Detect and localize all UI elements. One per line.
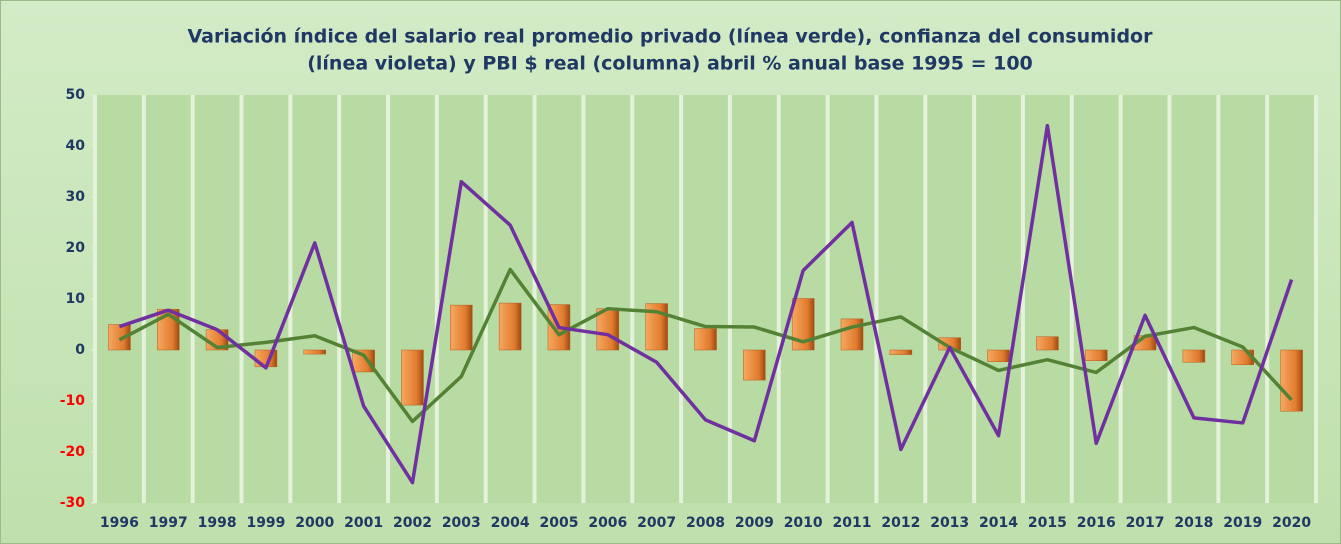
x-tick-label: 2005 [539, 515, 578, 531]
x-tick-label: 2000 [295, 515, 334, 531]
y-tick-label: 30 [66, 189, 86, 205]
bar [596, 308, 620, 351]
line [118, 267, 1293, 424]
bar [1280, 349, 1303, 412]
x-tick-label: 2006 [588, 515, 627, 531]
x-tick-label: 2015 [1028, 515, 1067, 531]
bar [1036, 336, 1059, 351]
x-tick-label: 2010 [784, 515, 823, 531]
bar [352, 349, 375, 373]
bar [743, 349, 766, 381]
y-tick-label: 40 [66, 138, 86, 154]
x-tick-label: 2017 [1126, 515, 1165, 531]
x-tick-label: 2019 [1223, 515, 1262, 531]
x-tick-label: 2003 [442, 515, 481, 531]
x-tick-label: 1996 [100, 515, 139, 531]
x-tick-label: 2011 [833, 515, 872, 531]
bar [987, 349, 1010, 362]
y-tick-label: 20 [66, 240, 86, 256]
x-tick-label: 2014 [979, 515, 1018, 531]
bar [694, 328, 717, 351]
x-tick-label: 2013 [930, 515, 969, 531]
y-tick-label: 0 [75, 342, 85, 358]
x-tick-label: 2007 [637, 515, 676, 531]
x-tick-label: 2009 [735, 515, 774, 531]
x-tick-label: 2008 [686, 515, 725, 531]
x-tick-label: 1999 [246, 515, 285, 531]
x-tick-label: 2002 [393, 515, 432, 531]
bar [401, 349, 424, 406]
bar [303, 349, 327, 355]
bar [840, 318, 864, 351]
x-tick-label: 2018 [1174, 515, 1213, 531]
x-tick-label: 1997 [149, 515, 188, 531]
y-tick-label: 10 [66, 291, 86, 307]
bar [889, 349, 913, 355]
x-tick-label: 2004 [491, 515, 530, 531]
chart-title: Variación índice del salario real promed… [188, 26, 1154, 48]
x-tick-label: 2001 [344, 515, 383, 531]
y-tick-label: 50 [66, 87, 86, 103]
bar [108, 324, 131, 351]
bar [450, 304, 473, 351]
y-tick-label: -30 [60, 495, 86, 511]
bar [498, 302, 522, 351]
line [118, 123, 1294, 485]
y-tick-label: -10 [60, 393, 86, 409]
bar [791, 298, 815, 351]
y-tick-label: -20 [60, 444, 86, 460]
bar [1084, 349, 1108, 361]
x-tick-label: 1998 [198, 515, 237, 531]
x-tick-label: 2016 [1077, 515, 1116, 531]
x-tick-label: 2020 [1272, 515, 1311, 531]
chart-title: (línea violeta) y PBI $ real (columna) a… [307, 53, 1033, 75]
plot-area [95, 95, 1316, 503]
x-tick-label: 2012 [881, 515, 920, 531]
bar [1182, 349, 1206, 363]
